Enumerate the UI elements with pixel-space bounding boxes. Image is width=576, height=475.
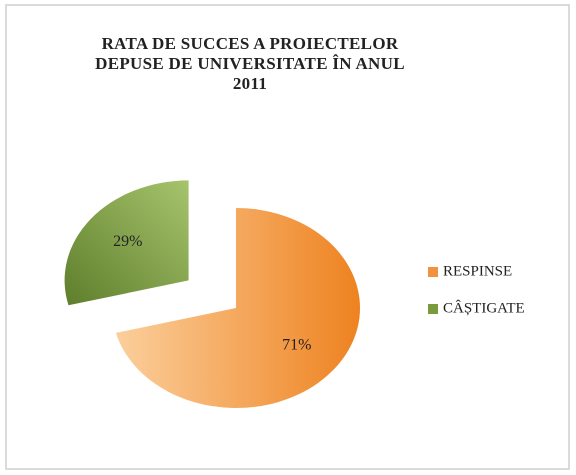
pie-slice xyxy=(115,208,360,408)
data-label: 71% xyxy=(282,337,311,354)
legend-label: CÂȘTIGATE xyxy=(443,299,525,316)
chart-title: RATA DE SUCCES A PROIECTELOR DEPUSE DE U… xyxy=(95,34,405,93)
legend-label: RESPINSE xyxy=(443,263,512,279)
legend-swatch xyxy=(428,267,438,277)
data-label: 29% xyxy=(113,233,142,250)
pie-slice xyxy=(64,180,189,306)
legend-swatch xyxy=(428,304,438,314)
